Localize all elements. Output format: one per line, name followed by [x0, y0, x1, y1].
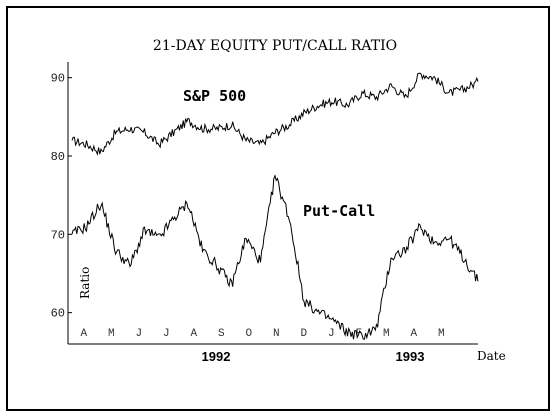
y-axis-label: Ratio [78, 267, 92, 299]
x-month-label: A [190, 328, 197, 340]
y-tick-label: 60 [51, 307, 65, 321]
x-month-label: A [410, 328, 417, 340]
y-tick-label: 90 [51, 72, 65, 86]
x-year-labels: 1992 1993 [202, 349, 425, 364]
x-month-label: A [80, 328, 87, 340]
x-month-label: S [218, 328, 225, 340]
legend-put-call: Put-Call [303, 202, 375, 220]
x-month-label: M [108, 328, 115, 340]
x-axis-label: Date [477, 349, 506, 363]
series-line-sp500 [71, 72, 479, 157]
x-year-label: 1993 [396, 349, 425, 364]
y-tick-label: 80 [51, 150, 65, 164]
x-month-label: J [328, 328, 335, 340]
x-month-label: M [438, 328, 445, 340]
x-month-label: O [245, 328, 252, 340]
x-month-label: J [135, 328, 142, 340]
y-tick-label: 70 [51, 228, 65, 242]
x-month-label: N [273, 328, 280, 340]
x-month-label: J [163, 328, 170, 340]
chart-frame [6, 6, 550, 411]
x-month-label: M [383, 328, 390, 340]
y-ticks: 60 70 80 90 [51, 72, 72, 321]
x-month-label: D [300, 328, 307, 340]
legend-sp500: S&P 500 [183, 87, 246, 105]
series-line-put-call [71, 174, 479, 340]
x-year-label: 1992 [202, 349, 231, 364]
chart-title: 21-DAY EQUITY PUT/CALL RATIO [153, 38, 397, 54]
